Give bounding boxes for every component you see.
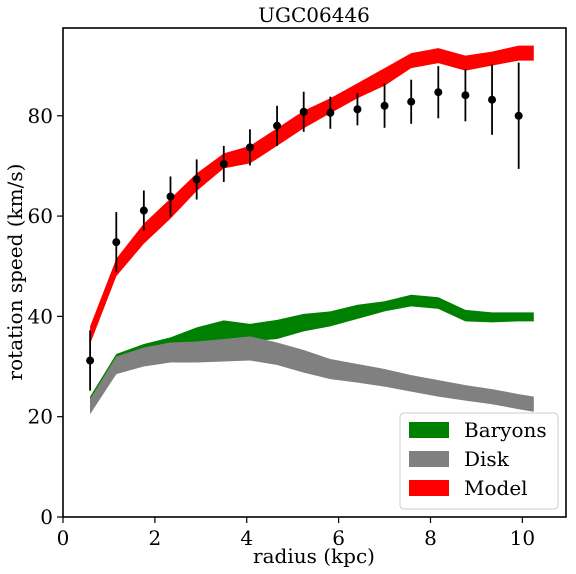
data-point: [139, 206, 148, 215]
plot-area: [86, 45, 534, 415]
data-point: [353, 105, 362, 114]
axes: 0 2 4 6 8 10 0 20 40 60 80: [28, 104, 536, 550]
data-point: [434, 88, 443, 97]
x-tick-label: 10: [510, 526, 535, 550]
legend-swatch-baryons: [409, 422, 449, 438]
legend: Baryons Disk Model: [399, 412, 559, 510]
data-point: [514, 111, 523, 120]
data-point: [245, 143, 254, 152]
data-point: [299, 107, 308, 116]
y-tick-label: 40: [28, 304, 53, 328]
band-model: [90, 45, 534, 344]
data-point: [380, 101, 389, 110]
x-tick-label: 0: [57, 526, 70, 550]
plot-frame: [62, 27, 567, 518]
data-point: [488, 95, 497, 104]
y-tick-label: 80: [28, 104, 53, 128]
data-point: [86, 356, 95, 365]
x-tick-label: 2: [149, 526, 162, 550]
x-tick-label: 4: [240, 526, 253, 550]
data-point: [407, 97, 416, 106]
data-point: [166, 192, 175, 201]
data-point: [326, 108, 335, 117]
y-axis-label: rotation speed (km/s): [3, 164, 27, 381]
x-tick-label: 8: [424, 526, 437, 550]
legend-label-baryons: Baryons: [464, 418, 547, 442]
y-tick-label: 60: [28, 204, 53, 228]
legend-swatch-model: [409, 480, 449, 496]
data-point: [273, 121, 282, 130]
data-point: [112, 238, 121, 247]
data-point: [192, 175, 201, 184]
x-axis-label: radius (kpc): [253, 544, 375, 568]
chart-title: UGC06446: [258, 3, 370, 27]
data-point: [219, 159, 228, 168]
legend-label-model: Model: [464, 476, 528, 500]
y-tick-label: 0: [40, 505, 53, 529]
legend-label-disk: Disk: [464, 447, 510, 471]
band-disk: [90, 336, 534, 415]
data-point: [461, 91, 470, 100]
legend-swatch-disk: [409, 451, 449, 467]
y-tick-label: 20: [28, 405, 53, 429]
x-tick-label: 6: [332, 526, 345, 550]
